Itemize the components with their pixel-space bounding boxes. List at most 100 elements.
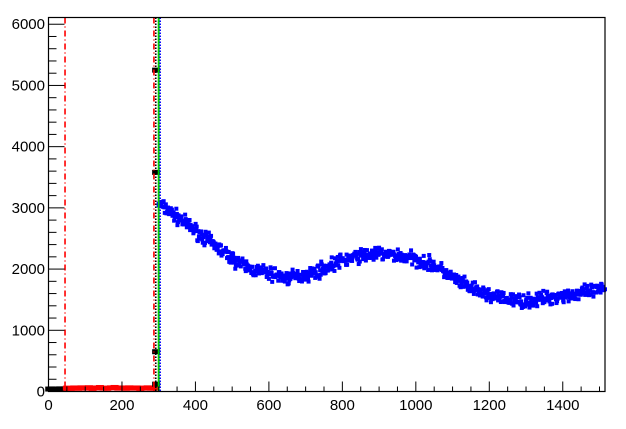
data-point: [431, 259, 436, 264]
data-point: [590, 285, 595, 290]
data-point: [584, 286, 589, 291]
data-point: [534, 300, 539, 305]
data-point: [508, 292, 513, 297]
data-point: [417, 265, 422, 270]
data-point: [566, 299, 571, 304]
y-tick-label: 0: [37, 384, 45, 401]
data-point: [485, 295, 490, 300]
data-point: [524, 299, 529, 304]
data-point: [165, 209, 170, 214]
data-point: [354, 252, 359, 257]
data-point: [263, 270, 268, 275]
data-point: [511, 303, 516, 308]
data-point: [503, 299, 508, 304]
data-point: [550, 292, 555, 297]
data-point: [338, 252, 343, 257]
data-marks: [45, 67, 607, 392]
y-tick-label: 6000: [12, 16, 45, 33]
data-point: [418, 262, 423, 267]
data-point: [350, 255, 355, 260]
data-point: [480, 294, 485, 299]
data-point: [353, 249, 358, 254]
data-point: [404, 259, 409, 264]
data-point: [379, 247, 384, 252]
data-point: [202, 243, 207, 248]
data-point: [356, 256, 361, 261]
data-point: [335, 254, 340, 259]
data-point: [440, 265, 445, 270]
data-point: [292, 271, 297, 276]
data-point: [444, 268, 449, 273]
data-point: [332, 268, 337, 273]
data-point: [152, 169, 161, 175]
data-point: [269, 266, 274, 271]
data-point: [410, 262, 415, 267]
data-point: [582, 290, 587, 295]
data-point: [395, 247, 400, 252]
data-point: [441, 269, 446, 274]
data-point: [476, 287, 481, 292]
data-point: [462, 274, 467, 279]
data-point: [199, 229, 204, 234]
data-point: [391, 258, 396, 263]
data-point: [541, 288, 546, 293]
data-point: [313, 270, 318, 275]
data-point: [573, 297, 578, 302]
data-point: [306, 276, 311, 281]
data-point: [563, 295, 568, 300]
data-point: [321, 266, 326, 271]
data-point: [363, 258, 368, 263]
data-point: [483, 289, 488, 294]
data-point: [238, 264, 243, 269]
data-point: [183, 212, 188, 217]
data-point: [588, 292, 593, 297]
data-point: [299, 272, 304, 277]
data-point: [417, 256, 422, 261]
data-point: [540, 295, 545, 300]
data-point: [357, 259, 362, 264]
data-point: [166, 205, 171, 210]
data-point: [150, 385, 159, 391]
data-point: [187, 217, 192, 222]
data-point: [527, 305, 532, 310]
data-point: [226, 255, 231, 260]
data-point: [570, 289, 575, 294]
data-point: [233, 266, 238, 271]
data-point: [316, 264, 321, 269]
data-point: [478, 287, 483, 292]
data-point: [269, 270, 274, 275]
data-point: [562, 289, 567, 294]
data-point: [469, 283, 474, 288]
data-point: [497, 297, 502, 302]
data-point: [498, 294, 503, 299]
data-point: [331, 263, 336, 268]
data-point: [402, 253, 407, 258]
data-point: [227, 258, 232, 263]
data-point: [509, 295, 514, 300]
data-point: [253, 273, 258, 278]
data-point: [323, 271, 328, 276]
data-point: [370, 255, 375, 260]
data-point: [454, 272, 459, 277]
data-point: [321, 263, 326, 268]
data-point: [279, 271, 284, 276]
data-point: [326, 267, 331, 272]
data-point: [175, 215, 180, 220]
data-point: [209, 242, 214, 247]
data-point: [272, 266, 277, 271]
data-point: [308, 269, 313, 274]
data-point: [310, 271, 315, 276]
x-tick-label: 800: [330, 397, 355, 414]
data-point: [223, 245, 228, 250]
data-point: [430, 265, 435, 270]
data-point: [398, 256, 403, 261]
x-tick-label: 0: [44, 397, 52, 414]
axis-ticks: [48, 23, 600, 392]
data-point: [228, 260, 233, 265]
data-point: [599, 282, 604, 287]
data-point: [595, 289, 600, 294]
data-point: [501, 294, 506, 299]
data-point: [161, 199, 166, 204]
data-point: [484, 298, 489, 303]
data-point: [211, 242, 216, 247]
